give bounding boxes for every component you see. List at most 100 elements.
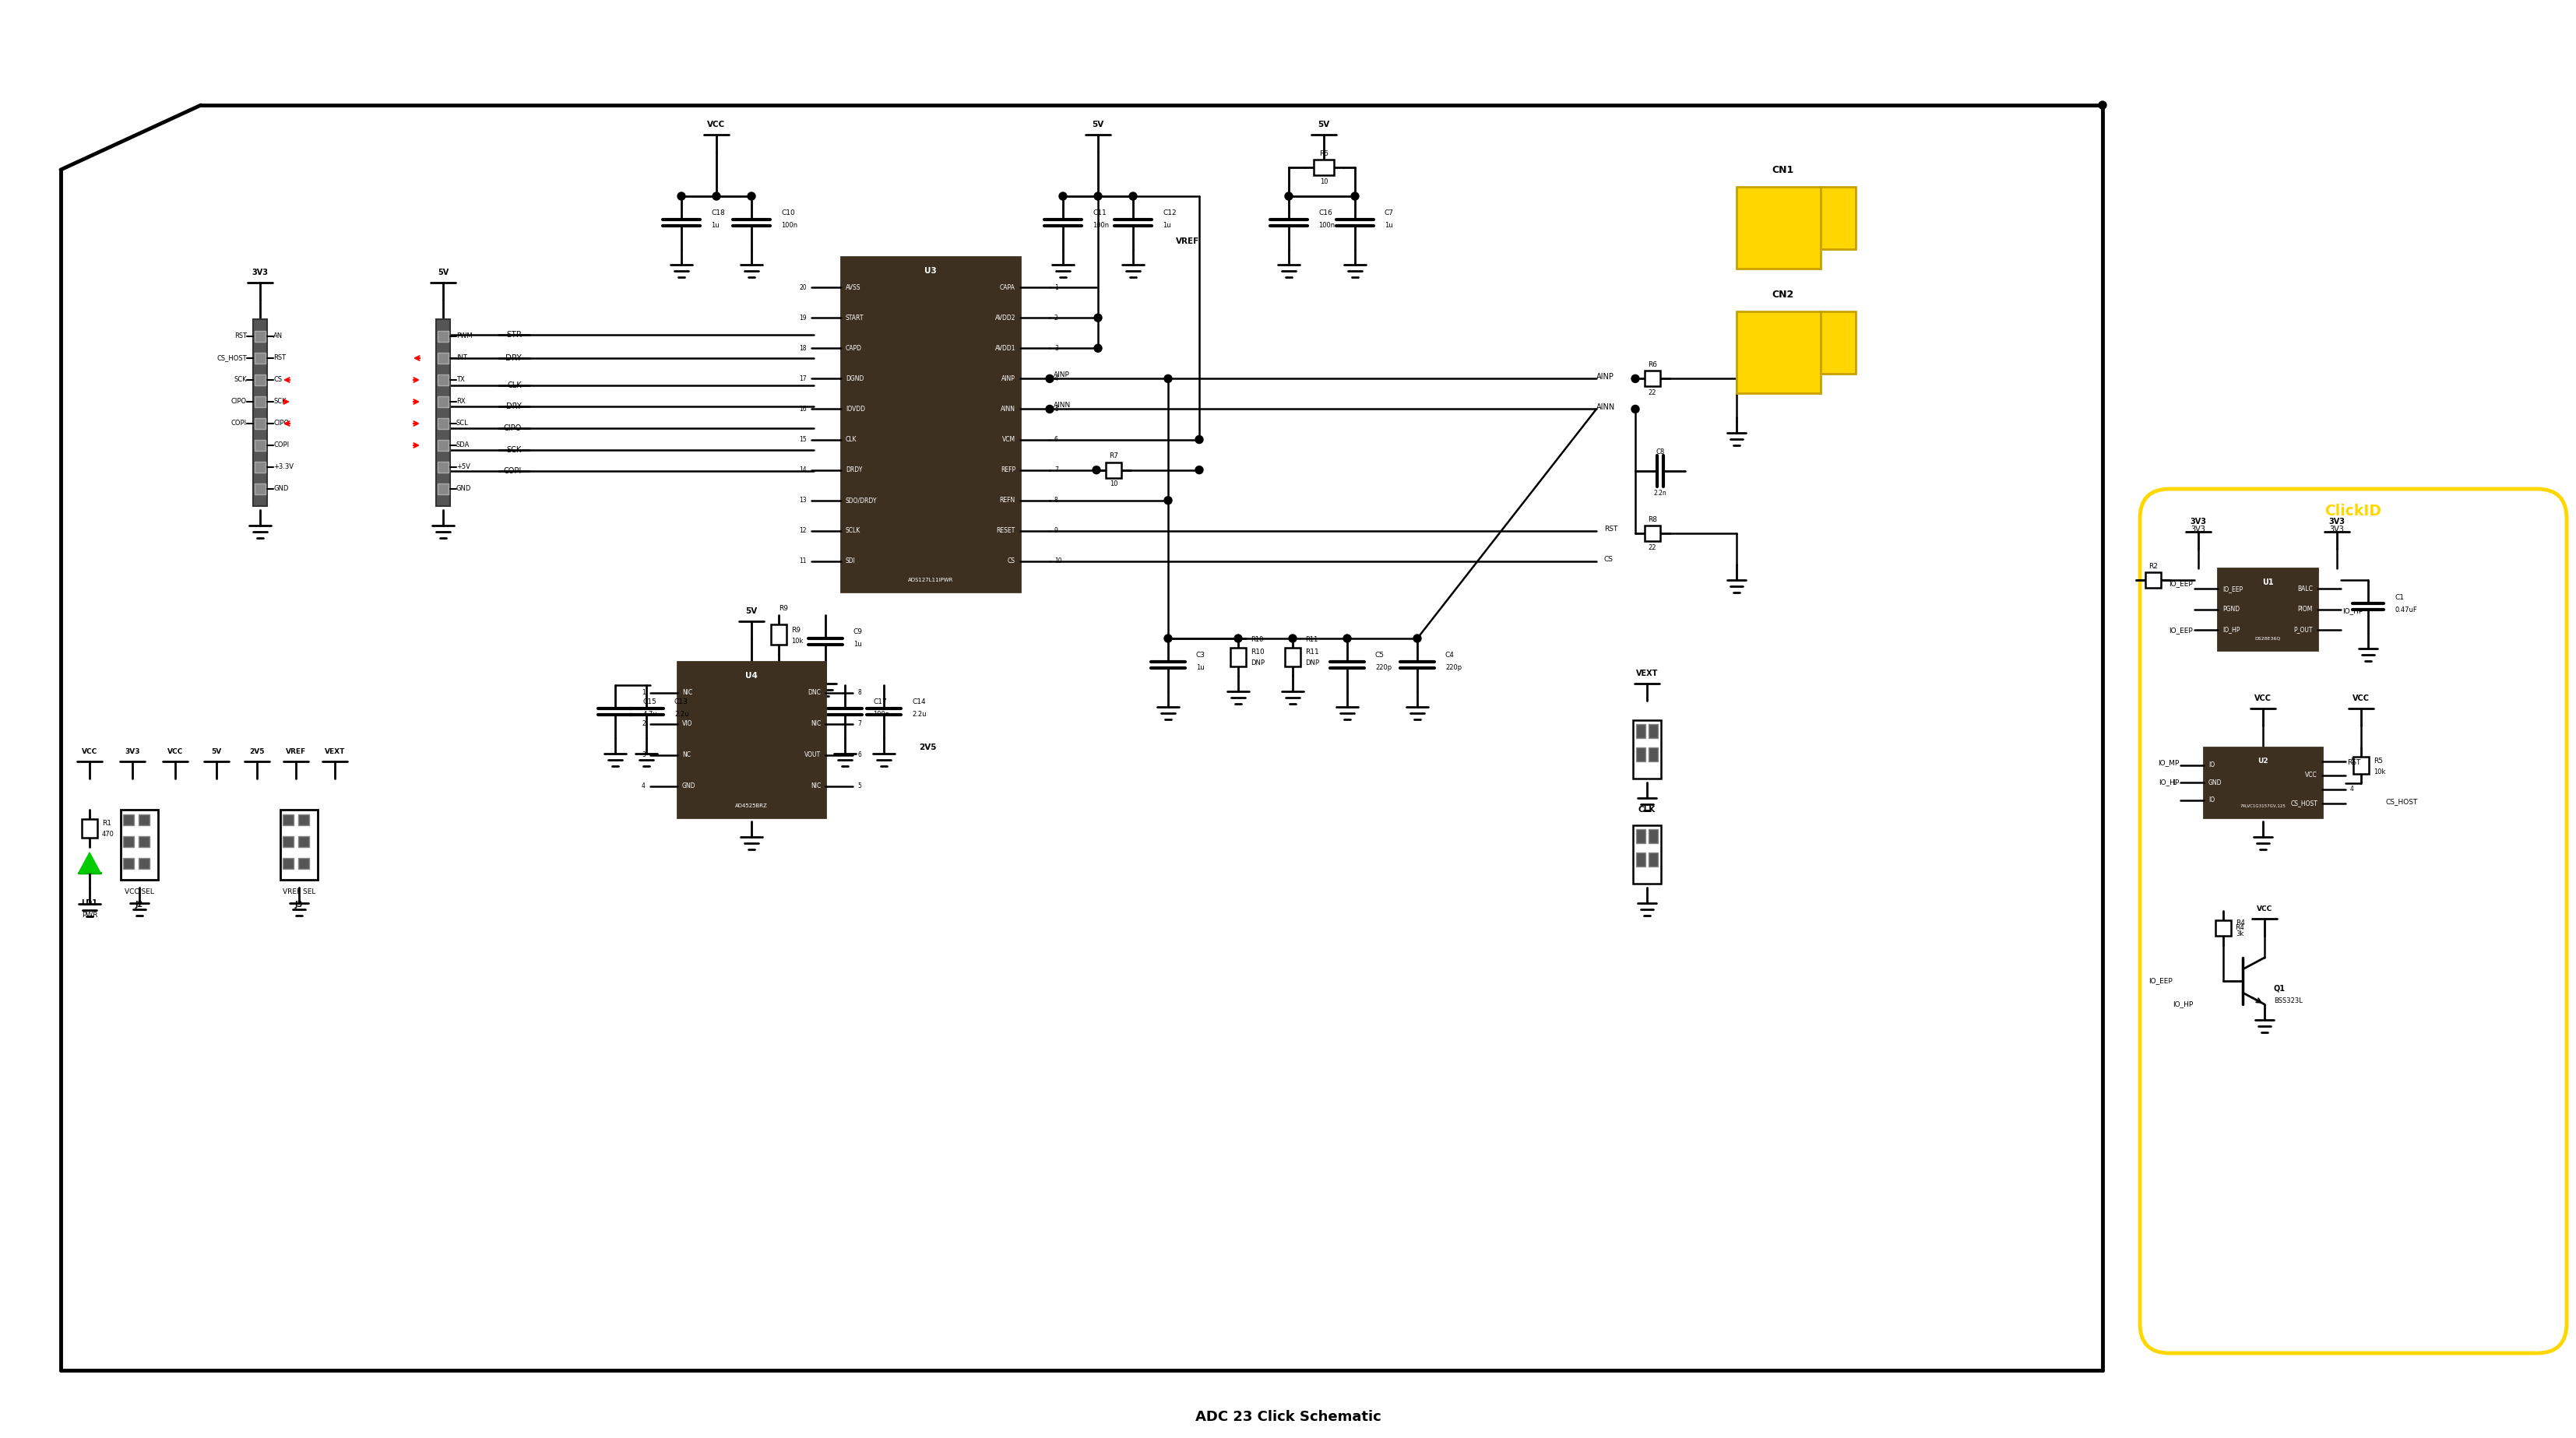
Text: VCC: VCC [82, 748, 98, 755]
Text: DGND: DGND [845, 375, 863, 383]
Text: ClickID: ClickID [2326, 503, 2383, 518]
Bar [1636, 830, 1646, 843]
Text: 5: 5 [2349, 758, 2354, 765]
Text: 2: 2 [1054, 315, 1059, 321]
Bar [252, 319, 268, 506]
Text: IO_EEP: IO_EEP [2148, 978, 2172, 985]
Text: 5: 5 [858, 782, 860, 789]
Text: BALC: BALC [2298, 585, 2313, 592]
Text: IO_HP: IO_HP [2159, 779, 2179, 787]
Text: CIPO: CIPO [505, 424, 523, 431]
Bar [121, 810, 157, 880]
Text: CLK: CLK [1638, 805, 1656, 814]
Circle shape [1342, 634, 1350, 643]
Text: CS_HOST: CS_HOST [2290, 800, 2318, 807]
Text: R6: R6 [1649, 361, 1656, 368]
Bar [2218, 568, 2318, 650]
Text: 2.2u: 2.2u [912, 712, 927, 718]
Bar [2215, 920, 2231, 936]
Bar [1285, 647, 1301, 666]
Text: +3.3V: +3.3V [273, 463, 294, 470]
Text: DS28E36Q: DS28E36Q [2254, 637, 2280, 640]
Bar [124, 858, 134, 869]
Text: RESET: RESET [997, 528, 1015, 535]
Bar [1636, 725, 1646, 738]
Bar [255, 462, 265, 473]
Text: VREF: VREF [1175, 237, 1200, 246]
Text: C1: C1 [2396, 594, 2403, 601]
Text: CAPA: CAPA [999, 283, 1015, 290]
Text: 10: 10 [1319, 178, 1327, 186]
Text: 4: 4 [1054, 375, 1059, 383]
Text: COPI: COPI [505, 467, 523, 475]
Text: AINP: AINP [1054, 371, 1069, 378]
Text: 74LVC1G3157GV,125: 74LVC1G3157GV,125 [2241, 804, 2285, 808]
Text: CIPO: CIPO [232, 398, 247, 406]
Text: 22: 22 [1649, 544, 1656, 551]
Circle shape [1164, 634, 1172, 643]
Text: IO: IO [2208, 762, 2215, 768]
Text: AINP: AINP [1002, 375, 1015, 383]
Text: 17: 17 [799, 375, 806, 383]
Text: 5V: 5V [744, 607, 757, 615]
Text: Q1: Q1 [2275, 985, 2285, 992]
Text: U1: U1 [2262, 578, 2275, 587]
Circle shape [1288, 634, 1296, 643]
Text: INT: INT [456, 355, 466, 361]
Text: R5: R5 [2372, 758, 2383, 764]
Text: VEXT: VEXT [1636, 670, 1659, 677]
Text: VCC: VCC [2306, 772, 2318, 779]
Text: 100n: 100n [1092, 223, 1110, 229]
Text: CLK: CLK [507, 381, 523, 390]
Bar [1636, 853, 1646, 867]
Text: J2: J2 [137, 900, 144, 909]
Bar [255, 418, 265, 429]
Text: 1u: 1u [1162, 223, 1172, 229]
Text: 12: 12 [799, 528, 806, 535]
Text: 6: 6 [1054, 436, 1059, 443]
Bar [299, 835, 309, 847]
Text: 5V: 5V [1319, 121, 1329, 128]
Text: DNP: DNP [1306, 660, 1319, 667]
Text: 0.47uF: 0.47uF [2396, 605, 2416, 613]
Text: 3V3: 3V3 [124, 748, 139, 755]
Text: IO_HP: IO_HP [2342, 608, 2362, 614]
Text: AN: AN [273, 332, 283, 339]
Bar [1649, 725, 1659, 738]
Bar [1649, 853, 1659, 867]
Text: PWM: PWM [456, 332, 471, 339]
Text: 1: 1 [1054, 283, 1059, 290]
Bar [283, 814, 294, 825]
Text: VCC: VCC [708, 121, 726, 128]
Text: 3V3: 3V3 [2329, 518, 2344, 525]
Bar [299, 858, 309, 869]
Bar [281, 810, 317, 880]
Text: 1: 1 [2172, 779, 2177, 787]
Text: SCK: SCK [234, 377, 247, 384]
Text: PWR: PWR [82, 912, 98, 919]
Circle shape [1164, 496, 1172, 505]
Bar [438, 374, 448, 385]
Text: CS: CS [1007, 558, 1015, 565]
Text: 10k: 10k [791, 637, 804, 644]
Text: R4: R4 [2236, 925, 2244, 932]
Text: IO_EEP: IO_EEP [2169, 627, 2192, 634]
Text: 18: 18 [799, 345, 806, 352]
Text: BSS323L: BSS323L [2275, 998, 2303, 1005]
Bar [299, 814, 309, 825]
Text: CS: CS [1605, 557, 1613, 564]
Bar [1633, 720, 1662, 778]
Text: R2: R2 [2148, 562, 2159, 569]
Text: R9: R9 [778, 605, 788, 613]
Circle shape [1195, 436, 1203, 443]
Bar [139, 814, 149, 825]
Text: CS_HOST: CS_HOST [2385, 798, 2419, 805]
Bar [770, 624, 786, 644]
Bar [840, 257, 1020, 591]
Text: C4: C4 [1445, 651, 1455, 659]
Text: 5V: 5V [1092, 121, 1105, 128]
Text: R8: R8 [1649, 516, 1656, 523]
Circle shape [1092, 466, 1100, 475]
Text: DNP: DNP [1249, 660, 1265, 667]
Circle shape [2099, 101, 2107, 109]
